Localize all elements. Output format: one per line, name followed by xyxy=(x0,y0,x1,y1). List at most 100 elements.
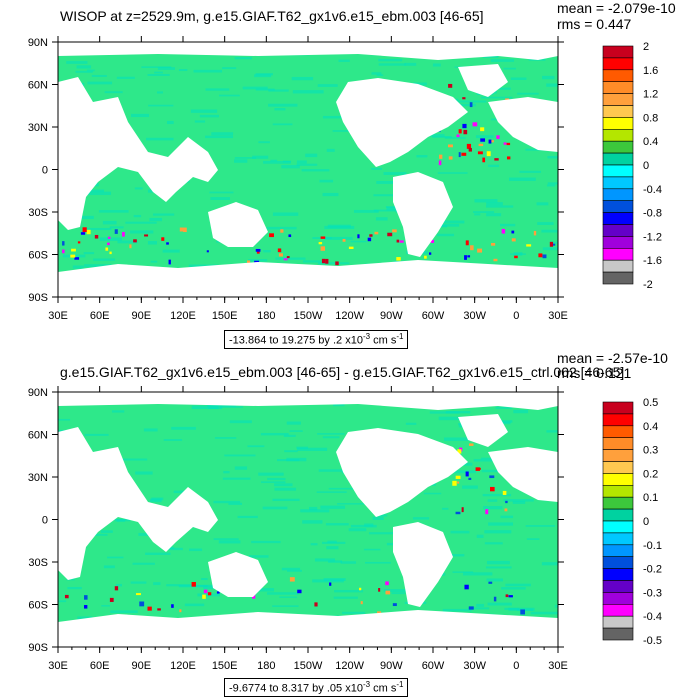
ocean-texture-stripe xyxy=(338,59,350,62)
anomaly-speckle xyxy=(458,152,461,158)
colorbar-swatch xyxy=(602,401,634,415)
chart-title: WISOP at z=2529.9m, g.e15.GIAF.T62_gx1v6… xyxy=(60,8,484,24)
ocean-texture-stripe xyxy=(316,491,347,493)
ocean-texture-stripe xyxy=(547,182,558,185)
ocean-texture-stripe xyxy=(222,67,237,70)
ocean-texture-stripe xyxy=(474,199,498,203)
ocean-texture-stripe xyxy=(375,217,388,221)
anomaly-speckle xyxy=(466,143,472,149)
ocean-texture-stripe xyxy=(473,211,495,214)
anomaly-speckle xyxy=(157,608,161,611)
colorbar-swatch xyxy=(602,532,634,546)
anomaly-speckle xyxy=(504,508,508,512)
ocean-texture-stripe xyxy=(263,160,291,164)
colorbar-swatch xyxy=(602,140,634,154)
anomaly-speckle xyxy=(493,596,497,602)
ocean-texture-stripe xyxy=(332,403,345,407)
ocean-texture-stripe xyxy=(310,543,318,546)
ocean-texture-stripe xyxy=(117,240,138,244)
ocean-texture-stripe xyxy=(154,71,163,74)
y-tick-label: 60S xyxy=(28,250,48,262)
ocean-texture-stripe xyxy=(326,546,339,550)
anomaly-speckle xyxy=(80,232,86,235)
ocean-texture-stripe xyxy=(443,437,476,441)
x-tick-label: 90W xyxy=(380,310,403,322)
anomaly-speckle xyxy=(455,475,461,479)
colorbar-label: 0.3 xyxy=(643,445,658,457)
ocean-texture-stripe xyxy=(317,433,345,435)
colorbar-swatch xyxy=(602,461,634,474)
anomaly-speckle xyxy=(286,256,290,259)
ocean-texture-stripe xyxy=(436,224,448,228)
ocean-texture-stripe xyxy=(149,217,163,222)
ocean-texture-stripe xyxy=(153,213,175,216)
ocean-texture-stripe xyxy=(508,607,535,611)
x-tick-label: 60E xyxy=(90,310,110,322)
ocean-texture-stripe xyxy=(473,458,499,462)
anomaly-speckle xyxy=(505,500,508,504)
colorbar-swatch xyxy=(602,508,634,522)
ocean-texture-stripe xyxy=(157,67,175,70)
anomaly-speckle xyxy=(468,147,472,152)
x-tick-label: 30E xyxy=(48,310,68,322)
ocean-texture-stripe xyxy=(321,541,346,544)
ocean-texture-stripe xyxy=(234,159,248,163)
ocean-texture-stripe xyxy=(419,134,445,137)
ocean-texture-stripe xyxy=(484,530,512,534)
ocean-texture-stripe xyxy=(503,67,516,70)
anomaly-speckle xyxy=(424,255,427,259)
x-tick-label: 90E xyxy=(132,660,152,672)
anomaly-speckle xyxy=(399,240,404,243)
anomaly-speckle xyxy=(161,237,165,241)
ocean-texture-stripe xyxy=(451,470,476,474)
anomaly-speckle xyxy=(502,490,507,495)
mean-stat: mean = -2.079e-10 xyxy=(557,0,676,16)
ocean-texture-stripe xyxy=(255,88,275,91)
anomaly-speckle xyxy=(179,227,184,232)
ocean-texture-stripe xyxy=(162,249,180,253)
ocean-texture-stripe xyxy=(248,259,268,262)
colorbar-swatch xyxy=(602,45,634,59)
ocean-texture-stripe xyxy=(542,75,555,80)
ocean-texture-stripe xyxy=(84,433,109,436)
ocean-texture-stripe xyxy=(286,421,301,425)
ocean-texture-stripe xyxy=(510,77,527,80)
panel-top: WISOP at z=2529.9m, g.e15.GIAF.T62_gx1v6… xyxy=(28,0,676,349)
anomaly-speckle xyxy=(122,231,125,237)
ocean-texture-stripe xyxy=(322,192,339,197)
y-tick-label: 60N xyxy=(28,80,48,92)
x-tick-label: 60W xyxy=(422,660,445,672)
y-tick-label: 90S xyxy=(28,642,48,654)
anomaly-speckle xyxy=(191,581,196,587)
ocean-texture-stripe xyxy=(318,469,345,472)
ocean-texture-stripe xyxy=(210,197,231,200)
colorbar-label: -0.5 xyxy=(643,635,662,647)
anomaly-speckle xyxy=(357,234,360,239)
ocean-texture-stripe xyxy=(442,608,472,612)
ocean-texture-stripe xyxy=(455,100,487,103)
ocean-texture-stripe xyxy=(332,130,359,132)
ocean-texture-stripe xyxy=(149,498,162,503)
anomaly-speckle xyxy=(166,242,169,245)
ocean-texture-stripe xyxy=(279,596,297,598)
ocean-texture-stripe xyxy=(274,108,286,111)
y-tick-label: 90S xyxy=(28,292,48,304)
x-tick-label: 180 xyxy=(257,310,275,322)
ocean-texture-stripe xyxy=(530,611,558,615)
x-tick-label: 150E xyxy=(212,310,238,322)
anomaly-speckle xyxy=(369,234,373,237)
ocean-texture-stripe xyxy=(133,214,142,218)
ocean-texture-stripe xyxy=(267,592,299,595)
x-tick-label: 30E xyxy=(548,660,568,672)
anomaly-speckle xyxy=(511,238,516,242)
anomaly-speckle xyxy=(478,143,484,147)
land-mask xyxy=(458,64,508,97)
ocean-texture-stripe xyxy=(274,483,293,487)
anomaly-speckle xyxy=(461,507,464,513)
ocean-texture-stripe xyxy=(450,530,470,534)
ocean-texture-stripe xyxy=(93,258,116,261)
ocean-texture-stripe xyxy=(86,69,95,72)
colorbar-swatch xyxy=(602,212,634,225)
ocean-texture-stripe xyxy=(463,572,493,576)
ocean-texture-stripe xyxy=(302,260,322,263)
